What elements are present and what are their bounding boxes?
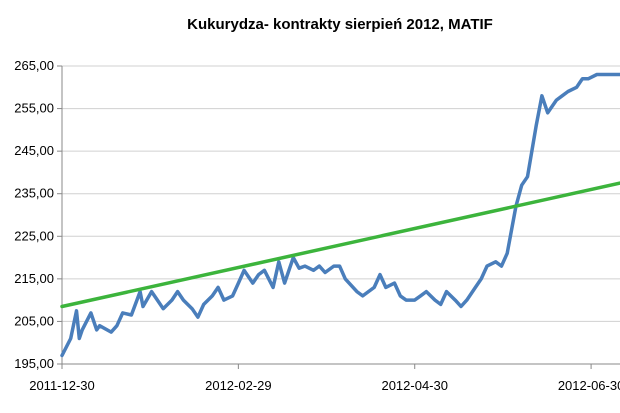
price-line <box>60 72 620 358</box>
gridlines <box>62 65 620 322</box>
tick-labels: 195,00 205,00 215,00 225,00 235,00 245,00 255,… <box>14 58 620 393</box>
x-tick-label: 2012-02-29 <box>205 378 272 393</box>
x-tick-label: 2012-06-30 <box>558 378 620 393</box>
y-tick-label: 225,00 <box>14 228 54 243</box>
y-tick-label: 195,00 <box>14 356 54 371</box>
x-tick-label: 2011-12-30 <box>29 378 95 393</box>
y-tick-label: 255,00 <box>14 101 54 116</box>
y-tick-label: 205,00 <box>14 313 54 328</box>
trend-line <box>60 181 620 309</box>
y-tick-label: 265,00 <box>14 58 54 73</box>
chart-title: Kukurydza- kontrakty sierpień 2012, MATI… <box>187 16 493 33</box>
axes <box>57 65 620 369</box>
x-tick-label: 2012-04-30 <box>381 378 448 393</box>
y-tick-label: 235,00 <box>14 186 54 201</box>
y-tick-label: 245,00 <box>14 143 54 158</box>
series-layer <box>60 72 620 358</box>
y-tick-label: 215,00 <box>14 271 54 286</box>
